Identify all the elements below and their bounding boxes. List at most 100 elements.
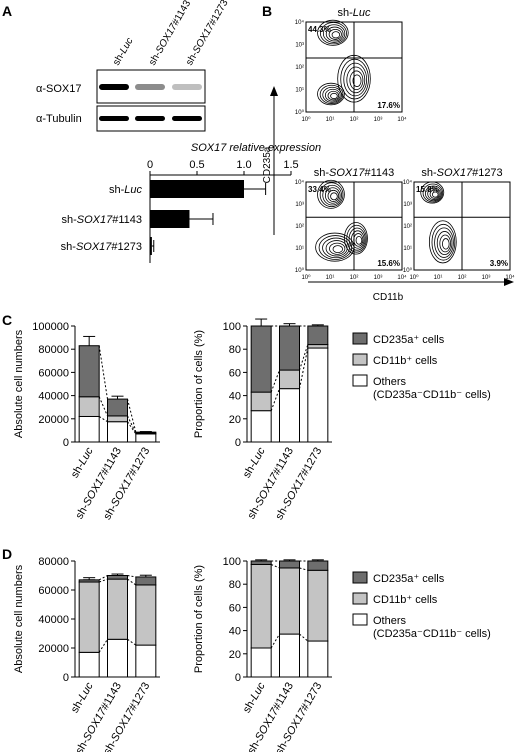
legend-label-sub: (CD235a⁻CD11b⁻ cells): [373, 389, 491, 401]
stacked-bar-chart: 0 20 40 60 80 100 Proportion of cells (%) sh-Lu…: [193, 318, 332, 522]
flow-y-tick-label: 10⁰: [403, 267, 413, 274]
bar-segment: [250, 410, 272, 443]
label-prefix: sh-: [314, 167, 330, 179]
flow-y-tick-label: 10⁴: [295, 19, 305, 26]
flow-contour: [327, 189, 340, 202]
y-tick-label: 100: [223, 321, 241, 333]
label-clone: #1273: [299, 446, 325, 478]
flow-contour: [428, 220, 457, 264]
legend-label: Others: [373, 376, 407, 388]
connector-line: [299, 633, 309, 642]
y-tick-label: 80: [229, 579, 241, 591]
legend-label-sub: (CD235a⁻CD11b⁻ cells): [373, 628, 491, 640]
label-clone: #1273: [472, 167, 503, 179]
expression-bar: [150, 237, 152, 255]
label-clone: #1143: [112, 214, 142, 226]
flow-y-tick-label: 10³: [403, 202, 412, 208]
expression-chart-title: SOX17 relative expression: [191, 142, 321, 154]
flow-y-tick-label: 10¹: [403, 246, 412, 252]
label-gene: Luc: [124, 184, 142, 196]
flow-y-tick-label: 10⁴: [295, 179, 305, 186]
flow-x-tick-label: 10⁴: [397, 274, 407, 281]
stacked-bar-chart: 0 20000 40000 60000 80000 Absolute cell numbe…: [13, 556, 160, 752]
label-clone: #1143: [271, 446, 296, 478]
flow-contour: [420, 181, 445, 204]
connector-line: [270, 388, 280, 411]
flow-x-tick-label: 10³: [482, 275, 491, 281]
stacked-bar-chart: 0 20000 40000 60000 80000 100000 Absolute cell…: [13, 321, 160, 522]
flow-contour: [436, 231, 453, 256]
flow-y-tick-label: 10²: [295, 224, 304, 230]
flow-x-tick-label: 10²: [350, 275, 359, 281]
x-tick-label: 0: [147, 159, 153, 171]
label-clone: #1273: [111, 241, 142, 253]
flow-contour: [325, 26, 344, 42]
connector-line: [127, 415, 137, 434]
quadrant-upper-left-percent: 44.3%: [308, 25, 331, 34]
flow-contour: [322, 184, 342, 206]
quadrant-lower-right-percent: 17.6%: [377, 101, 400, 110]
label-clone: #1143: [99, 681, 124, 713]
flow-contour: [319, 182, 344, 208]
bar-segment: [307, 640, 329, 678]
x-tick-label: 1.0: [236, 159, 251, 171]
flow-contour: [332, 245, 344, 254]
flow-contour: [352, 74, 362, 87]
legend-swatch: [352, 353, 368, 366]
bar-segment: [78, 396, 100, 417]
connector-line: [127, 398, 137, 433]
bar-segment: [107, 415, 128, 423]
flow-x-tick-label: 10³: [374, 275, 383, 281]
flow-x-tick-label: 10¹: [434, 275, 443, 281]
bar-segment: [279, 369, 300, 390]
y-tick-label: 60000: [38, 367, 69, 379]
flow-y-tick-label: 10¹: [295, 88, 304, 94]
connector-line: [98, 345, 108, 400]
label-gene: SOX17: [154, 22, 180, 56]
legend-swatch: [352, 571, 368, 584]
connector-line: [98, 639, 108, 653]
y-tick-label: 20: [229, 649, 241, 661]
flow-contour: [320, 22, 347, 45]
panel-label-d: D: [2, 546, 12, 562]
category-label: sh-Luc: [241, 445, 268, 480]
flow-x-axis-arrow: [504, 278, 514, 286]
bar-segment: [250, 647, 272, 678]
label-prefix: sh-: [421, 167, 437, 179]
flow-x-tick-label: 10²: [458, 275, 467, 281]
bar-segment: [279, 325, 300, 371]
category-label: sh-Luc: [69, 680, 96, 715]
y-tick-label: 80000: [38, 556, 69, 568]
y-tick-label: 20000: [38, 414, 69, 426]
blot-band-sox17: [99, 84, 129, 90]
y-tick-label: 60000: [38, 585, 69, 597]
flow-xlabel: CD11b: [373, 292, 404, 303]
x-tick-label: 1.5: [283, 159, 298, 171]
y-tick-label: 60: [229, 367, 241, 379]
quadrant-lower-right-percent: 15.6%: [377, 259, 400, 268]
flow-y-tick-label: 10⁰: [295, 109, 305, 116]
flow-contour: [422, 183, 444, 203]
flow-y-tick-label: 10⁴: [403, 179, 413, 186]
flow-contour: [322, 86, 342, 103]
label-clone: #1273: [299, 681, 325, 713]
label-gene: Luc: [248, 445, 268, 467]
bar-segment: [307, 569, 329, 642]
y-tick-label: 0: [63, 437, 69, 449]
flow-plot-title: sh-SOX17#1143: [314, 167, 395, 179]
y-tick-label: 80: [229, 344, 241, 356]
flow-contour: [346, 224, 367, 253]
category-label: sh-SOX17#1273: [61, 241, 142, 253]
quadrant-lower-right-percent: 3.9%: [490, 259, 508, 268]
flow-contour: [328, 28, 342, 40]
label-gene: SOX17: [437, 167, 473, 179]
flow-contour: [424, 185, 442, 202]
flow-contour: [317, 179, 345, 209]
category-label: sh-Luc: [109, 184, 143, 196]
flow-x-tick-label: 10¹: [326, 275, 335, 281]
label-prefix: sh-: [109, 184, 125, 196]
bar-segment: [107, 575, 128, 580]
flow-y-tick-label: 10²: [403, 224, 412, 230]
category-label: sh-Luc: [69, 445, 96, 480]
